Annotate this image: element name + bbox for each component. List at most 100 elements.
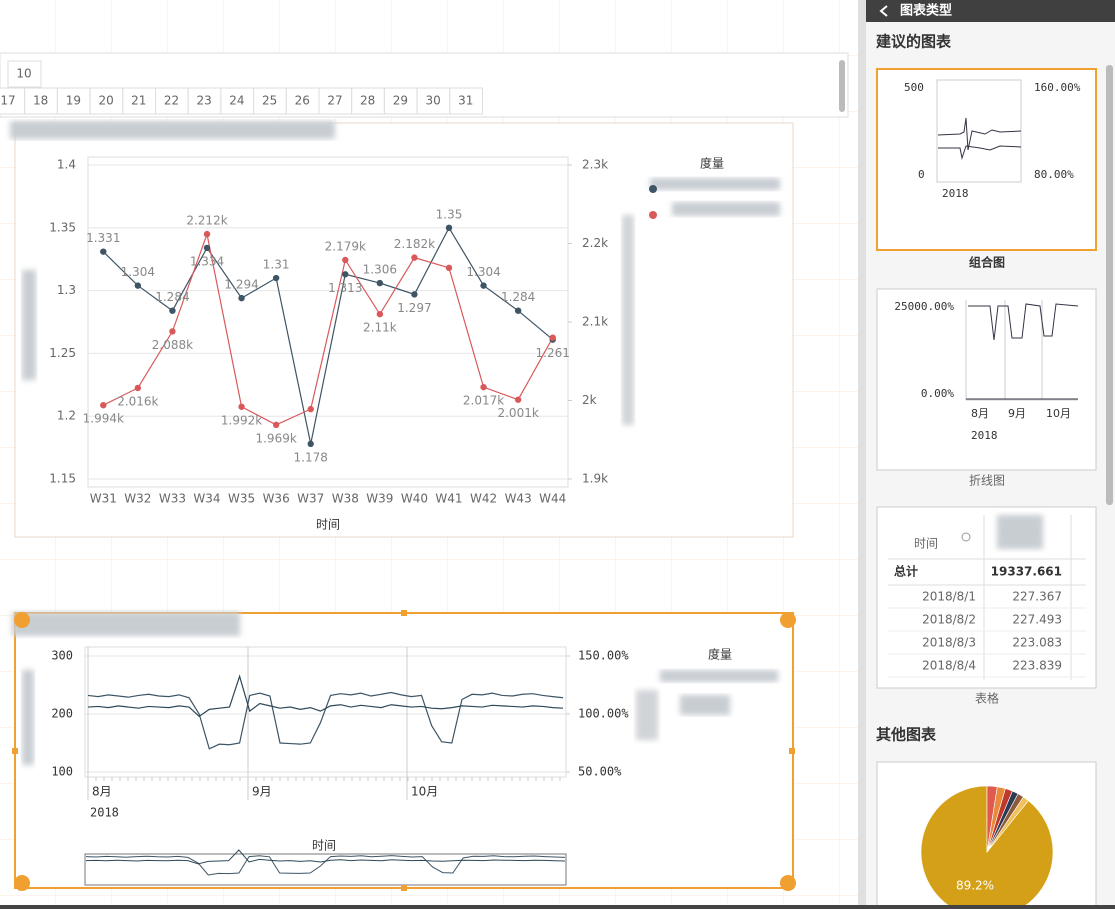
card-label: 折线图 [969,473,1005,488]
calendar-cell[interactable] [89,87,124,115]
data-point [376,279,384,287]
combo-card[interactable] [876,68,1097,251]
data-label: 2.017k [463,394,504,408]
plot-frame [84,646,567,778]
data-point [342,256,349,264]
y2-tick-label: 2.2k [582,236,608,250]
legend-title: 度量 [700,156,724,171]
data-point [100,248,107,255]
calendar-cell[interactable] [0,87,26,115]
calendar-cell[interactable] [24,87,58,115]
thumb-line [966,303,1079,400]
data-label: 1.297 [397,301,431,315]
thumb-label: 500 [904,81,924,94]
x-tick-label: W41 [435,492,462,506]
calendar-cell[interactable] [449,87,483,115]
splitter[interactable] [858,0,866,905]
data-label: 1.284 [501,290,535,304]
panel-title: 图表类型 [900,3,952,19]
calendar-cell[interactable] [318,87,353,115]
back-icon[interactable] [879,5,888,17]
data-label: 1.304 [121,265,155,279]
pie-slice [986,796,1029,853]
blurred-title [10,121,335,139]
table-cell: 223.839 [1012,659,1062,673]
calendar-cell[interactable] [383,87,418,115]
data-label: 1.306 [363,263,397,277]
thumb-label: 8月 [971,407,989,420]
table-cell: 2018/8/1 [922,590,976,604]
y-tick-label: 1.35 [49,220,76,234]
calendar-day: 21 [131,94,146,108]
table-lines [888,515,1086,680]
data-label: 1.304 [466,265,500,279]
data-label: 2.11k [363,321,397,335]
calendar-cell[interactable] [7,60,42,88]
y2-tick-label: 2.1k [582,315,608,329]
calendar-cell[interactable] [351,87,385,115]
card-label: 组合图 [969,255,1005,270]
y-tick-label: 1.25 [49,346,76,360]
x-axis-title: 时间 [312,839,336,853]
calendar-cell[interactable] [416,87,451,115]
table-cell: 227.367 [1012,590,1062,604]
data-label: 2.088k [152,338,193,352]
calendar-day: 17 [0,94,15,108]
data-point [238,403,245,410]
blurred-title [12,612,240,636]
data-point [445,224,453,231]
x-tick-label: W44 [539,492,566,506]
data-label: 1.261 [536,346,570,360]
thumb-label: 80.00% [1034,168,1074,181]
table-card[interactable] [876,506,1097,689]
blurred-axis-title [636,690,658,740]
data-point [445,264,453,272]
x-tick-label: W31 [90,492,117,506]
calendar-cell[interactable] [187,87,222,115]
blurred-legend [680,695,730,715]
x-tick-label: W37 [297,492,324,506]
section-title: 其他图表 [876,726,937,744]
panel-header [866,0,1115,22]
legend-marker [649,211,657,219]
legend-marker [649,185,657,193]
x-tick-label: W36 [263,492,290,506]
x-tick-label: 8月 [92,785,112,799]
data-point [514,396,522,403]
thumb-label: 2018 [942,187,969,200]
data-label: 2.179k [325,239,366,253]
data-point [272,421,280,429]
thumb-frame [965,300,1078,401]
x-tick-label: W43 [505,492,532,506]
data-label: 1.334 [190,254,224,268]
y2-tick-label: 1.9k [582,472,608,486]
x-tick-label: W40 [401,492,428,506]
thumb-label: 160.00% [1034,81,1081,94]
navigator[interactable] [84,853,567,886]
calendar-day: 28 [360,94,375,108]
y-tick-label: 1.4 [57,158,76,172]
y-tick-label: 300 [51,649,73,663]
y2-tick-label: 2k [582,393,597,407]
calendar-day: 23 [197,94,212,108]
y-tick-label: 1.3 [57,283,76,297]
calendar-day: 19 [66,94,81,108]
blurred-axis-title [22,670,34,765]
calendar-cell[interactable] [155,87,189,115]
data-point [411,291,418,298]
calendar-day: 30 [425,94,440,108]
y2-tick-label: 150.00% [578,649,629,663]
data-point [549,334,556,341]
data-label: 1.294 [224,278,258,292]
data-label: 1.992k [221,413,262,427]
data-point [169,328,176,335]
line-card[interactable] [876,288,1097,471]
thumb-label: 25000.00% [894,300,954,313]
calendar-cell[interactable] [253,87,287,115]
search-icon[interactable] [961,532,971,542]
calendar-day: 26 [295,94,310,108]
blurred-legend [660,670,778,682]
calendar-cell[interactable] [122,87,157,115]
resize-handles[interactable] [12,610,796,891]
